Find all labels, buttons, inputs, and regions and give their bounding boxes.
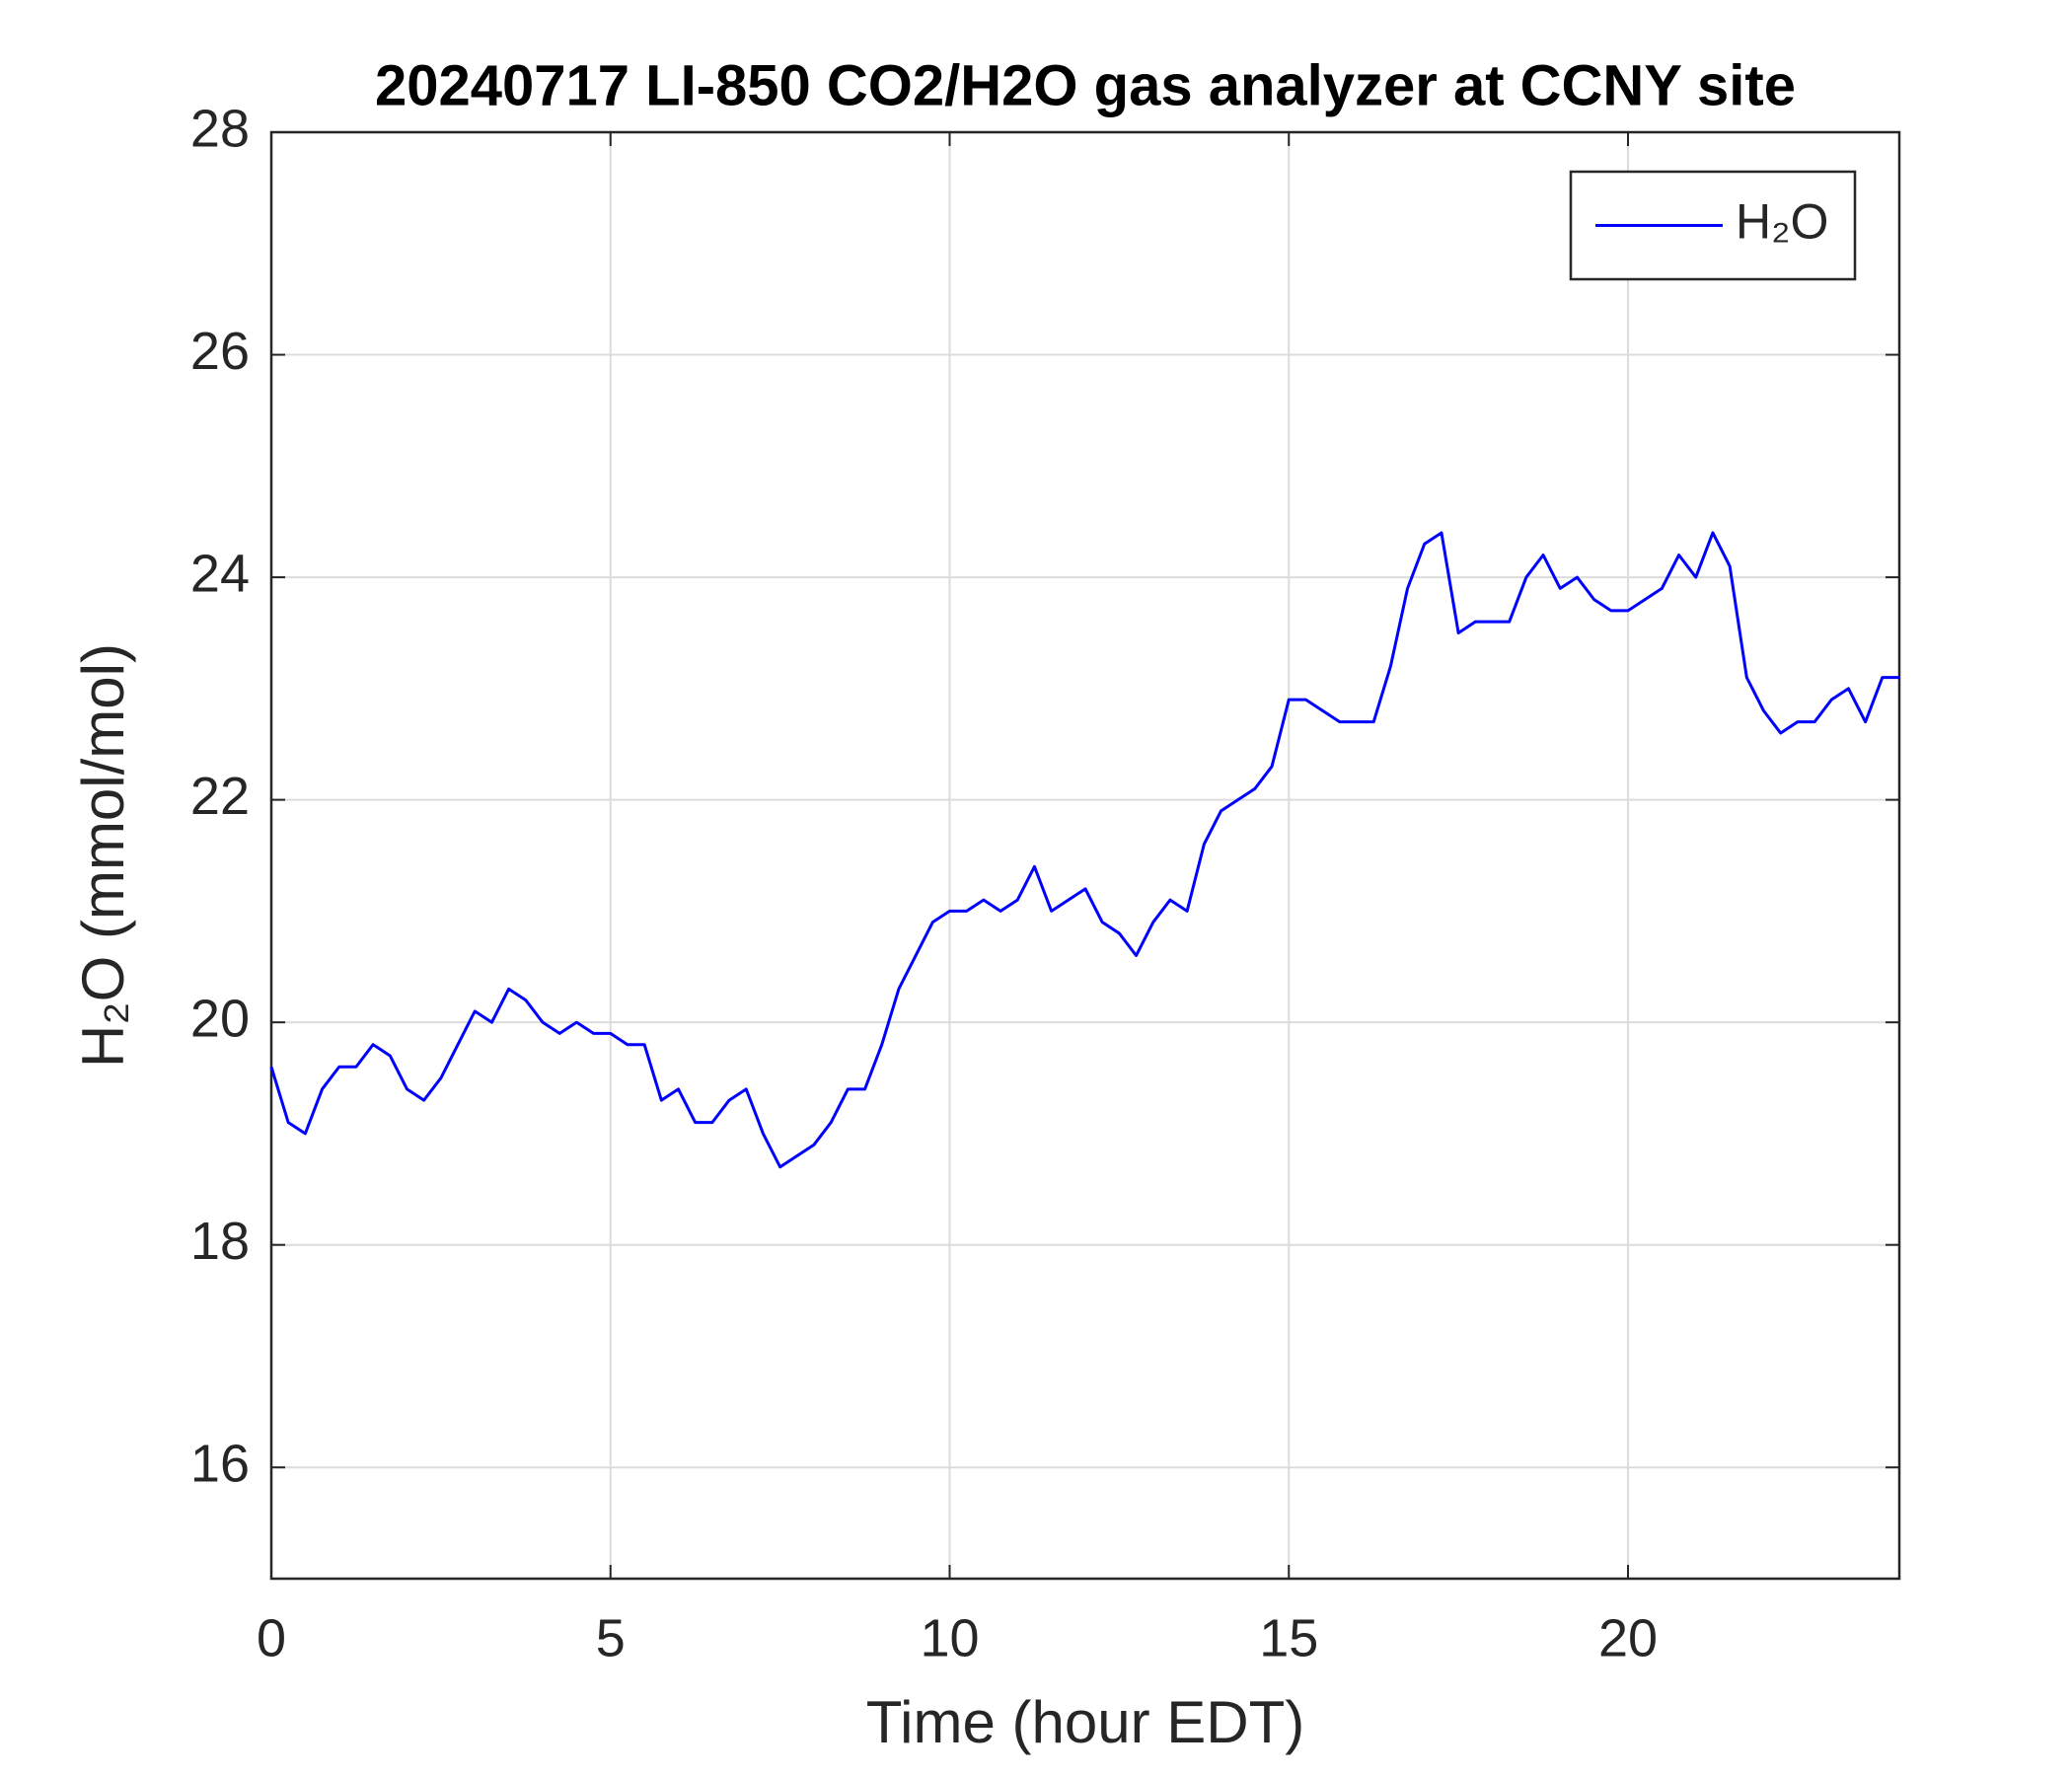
y-tick-label: 22 — [190, 767, 250, 826]
x-tick-label: 20 — [1598, 1608, 1658, 1667]
x-axis-label: Time (hour EDT) — [866, 1689, 1305, 1755]
y-tick-label: 26 — [190, 322, 250, 381]
x-tick-label: 10 — [920, 1608, 979, 1667]
data-line — [269, 531, 1899, 1169]
y-tick-label: 16 — [190, 1434, 250, 1493]
plot-frame — [269, 130, 1901, 1581]
x-tick-label: 0 — [257, 1608, 286, 1667]
y-tick-label: 18 — [190, 1212, 250, 1271]
y-tick-label: 24 — [190, 544, 250, 603]
y-axis-label: H₂O (mmol/mol) — [70, 643, 136, 1068]
x-tick-label: 15 — [1259, 1608, 1318, 1667]
x-tick-label: 5 — [596, 1608, 626, 1667]
legend-label: H₂O — [1736, 194, 1828, 250]
y-tick-label: 28 — [190, 99, 250, 158]
y-tick-label: 20 — [190, 989, 250, 1048]
chart-title: 20240717 LI-850 CO2/H2O gas analyzer at … — [375, 53, 1796, 117]
